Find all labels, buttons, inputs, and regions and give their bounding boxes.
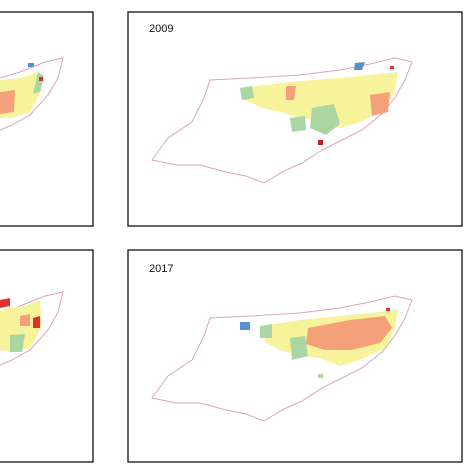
patch xyxy=(318,140,323,145)
map-region xyxy=(151,295,413,422)
map-region xyxy=(151,57,413,184)
map-region xyxy=(0,291,64,366)
panel-frame xyxy=(0,11,94,227)
panel-label: 2017 xyxy=(149,263,173,275)
panel-frame xyxy=(0,249,94,463)
panel-label: 2009 xyxy=(149,23,173,35)
map-region xyxy=(0,57,64,131)
